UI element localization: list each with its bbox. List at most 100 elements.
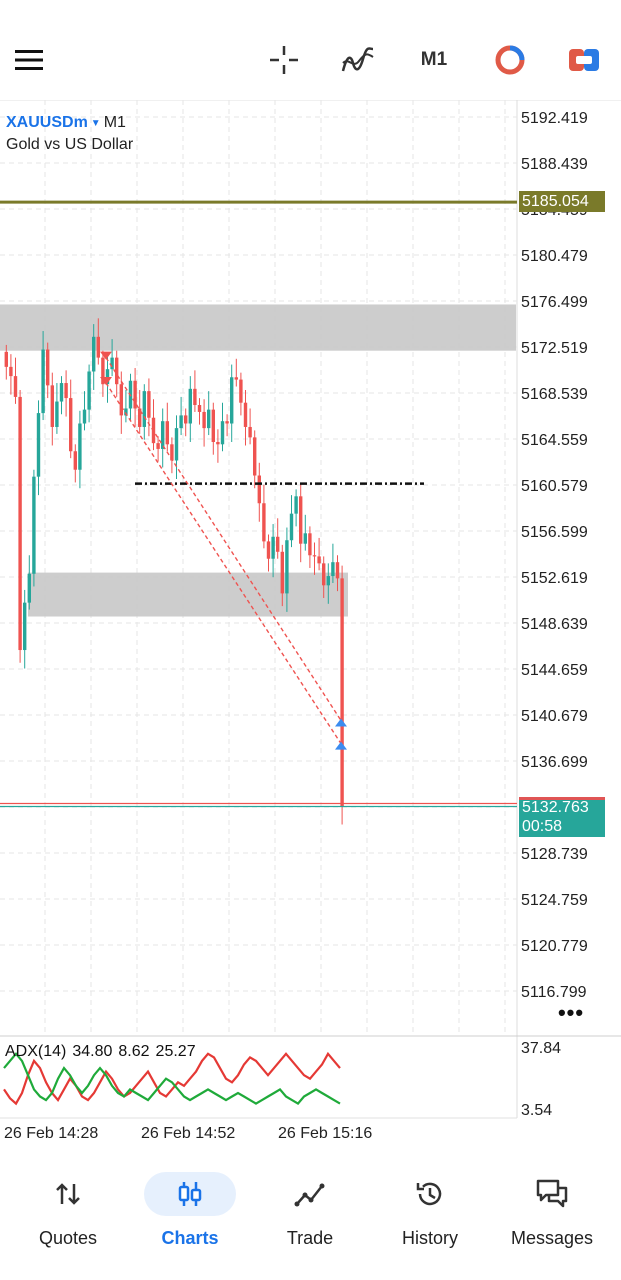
candle-body [322, 563, 326, 586]
charts-icon [178, 1182, 202, 1206]
candle-body [257, 475, 261, 504]
price-scale-label: 5120.779 [521, 938, 588, 955]
candle-body [197, 405, 202, 412]
indicator-scale-max: 37.84 [521, 1040, 561, 1057]
timeframe-button[interactable]: M1 [420, 49, 448, 70]
nav-charts[interactable]: Charts [135, 1170, 245, 1265]
nav-trade-label: Trade [286, 1228, 334, 1248]
candle-body [4, 351, 8, 367]
candle-body [92, 336, 96, 372]
nav-trade[interactable]: Trade [255, 1170, 365, 1265]
candle-body [50, 385, 54, 427]
nav-messages[interactable]: Messages [497, 1170, 607, 1265]
candle-body [243, 402, 248, 427]
bar-timer: 00:58 [522, 818, 563, 835]
indicator-name: ADX(14) [5, 1043, 67, 1060]
menu-icon [15, 50, 43, 70]
price-scale-label: 5156.599 [521, 524, 588, 541]
candle-body [32, 476, 36, 574]
indicator-value-minus-di: 25.27 [155, 1043, 196, 1060]
candle-body [142, 391, 146, 427]
time-axis-label: 26 Feb 14:52 [141, 1125, 235, 1142]
candle-body [280, 551, 284, 594]
candle-body [64, 383, 68, 399]
candle-body [239, 379, 243, 403]
nav-history[interactable]: History [375, 1170, 485, 1265]
price-level-tag: 5185.054 [519, 191, 605, 212]
candle-body [331, 562, 335, 577]
price-scale-label: 5160.579 [521, 478, 588, 495]
bid-price-tag: 5132.763 00:58 [519, 797, 605, 837]
price-scale-label: 5144.659 [521, 662, 588, 679]
indicators-button[interactable] [336, 38, 380, 82]
chart-area[interactable]: 5192.4195188.4395184.4595180.4795176.499… [0, 100, 621, 1150]
candle-body [73, 451, 77, 470]
price-scale-label: 5152.619 [521, 570, 588, 587]
price-scale-label: 5124.759 [521, 892, 588, 909]
symbol-name[interactable]: XAUUSDm [6, 114, 88, 131]
candle-body [41, 349, 45, 414]
candle-body [46, 349, 50, 386]
candle-body [326, 576, 330, 586]
candle-body [207, 409, 211, 429]
indicator-value-plus-di: 8.62 [118, 1043, 150, 1060]
nav-charts-label: Charts [161, 1228, 219, 1248]
menu-button[interactable] [8, 40, 50, 80]
price-scale-label: 5168.539 [521, 386, 588, 403]
candle-body [78, 423, 82, 470]
candle-body [294, 496, 298, 514]
candle-body [165, 421, 169, 445]
candle-body [161, 421, 165, 449]
buy-arrow-icon [335, 741, 347, 750]
one-click-trading-button[interactable] [562, 38, 606, 82]
candle-body [266, 541, 271, 559]
more-options-button[interactable]: ••• [557, 1000, 585, 1025]
nav-history-label: History [401, 1228, 458, 1248]
candle-body [82, 409, 87, 424]
candle-body [170, 444, 174, 461]
candle-body [101, 357, 105, 385]
candle-body [96, 336, 100, 358]
candle-body [87, 371, 91, 410]
nav-messages-label: Messages [510, 1228, 594, 1248]
candle-body [59, 383, 64, 402]
nav-quotes[interactable]: Quotes [13, 1170, 123, 1265]
candle-body [69, 398, 73, 452]
resistance-zone [0, 304, 516, 351]
candle-body [138, 408, 142, 427]
objects-button[interactable] [488, 38, 532, 82]
candle-body [202, 411, 206, 429]
price-chart[interactable]: 5192.4195188.4395184.4595180.4795176.499… [0, 100, 621, 1150]
candle-body [220, 421, 225, 445]
candle-body [248, 426, 252, 438]
price-scale-label: 5128.739 [521, 846, 588, 863]
candle-body [184, 415, 188, 424]
candle-body [276, 536, 280, 552]
candle-body [179, 415, 183, 429]
candle-body [340, 578, 344, 807]
support-zone [28, 572, 348, 617]
indicator-scale-min: 3.54 [521, 1102, 552, 1119]
crosshair-icon [270, 46, 298, 74]
indicators-icon [341, 47, 374, 72]
crosshair-button[interactable] [262, 38, 306, 82]
ask-line-marker [519, 797, 605, 800]
symbol-description: Gold vs US Dollar [6, 136, 134, 153]
price-scale-label: 5188.439 [521, 156, 588, 173]
candle-body [262, 503, 266, 542]
candle-body [36, 413, 41, 477]
trade-icon [294, 1183, 325, 1207]
candle-body [312, 555, 317, 557]
candle-body [225, 421, 229, 424]
candle-body [156, 443, 160, 449]
candle-body [55, 401, 59, 427]
price-scale-label: 5192.419 [521, 110, 588, 127]
caret-down-icon: ▼ [90, 117, 101, 129]
symbol-selector[interactable]: XAUUSDm ▼ M1 [6, 114, 126, 132]
candle-body [115, 357, 119, 385]
bottom-navigation: Quotes Charts Trade [0, 1160, 621, 1280]
price-scale-label: 5116.799 [521, 984, 587, 1001]
trade-line [105, 382, 342, 745]
candle-body [193, 388, 197, 406]
messages-icon [536, 1179, 568, 1208]
